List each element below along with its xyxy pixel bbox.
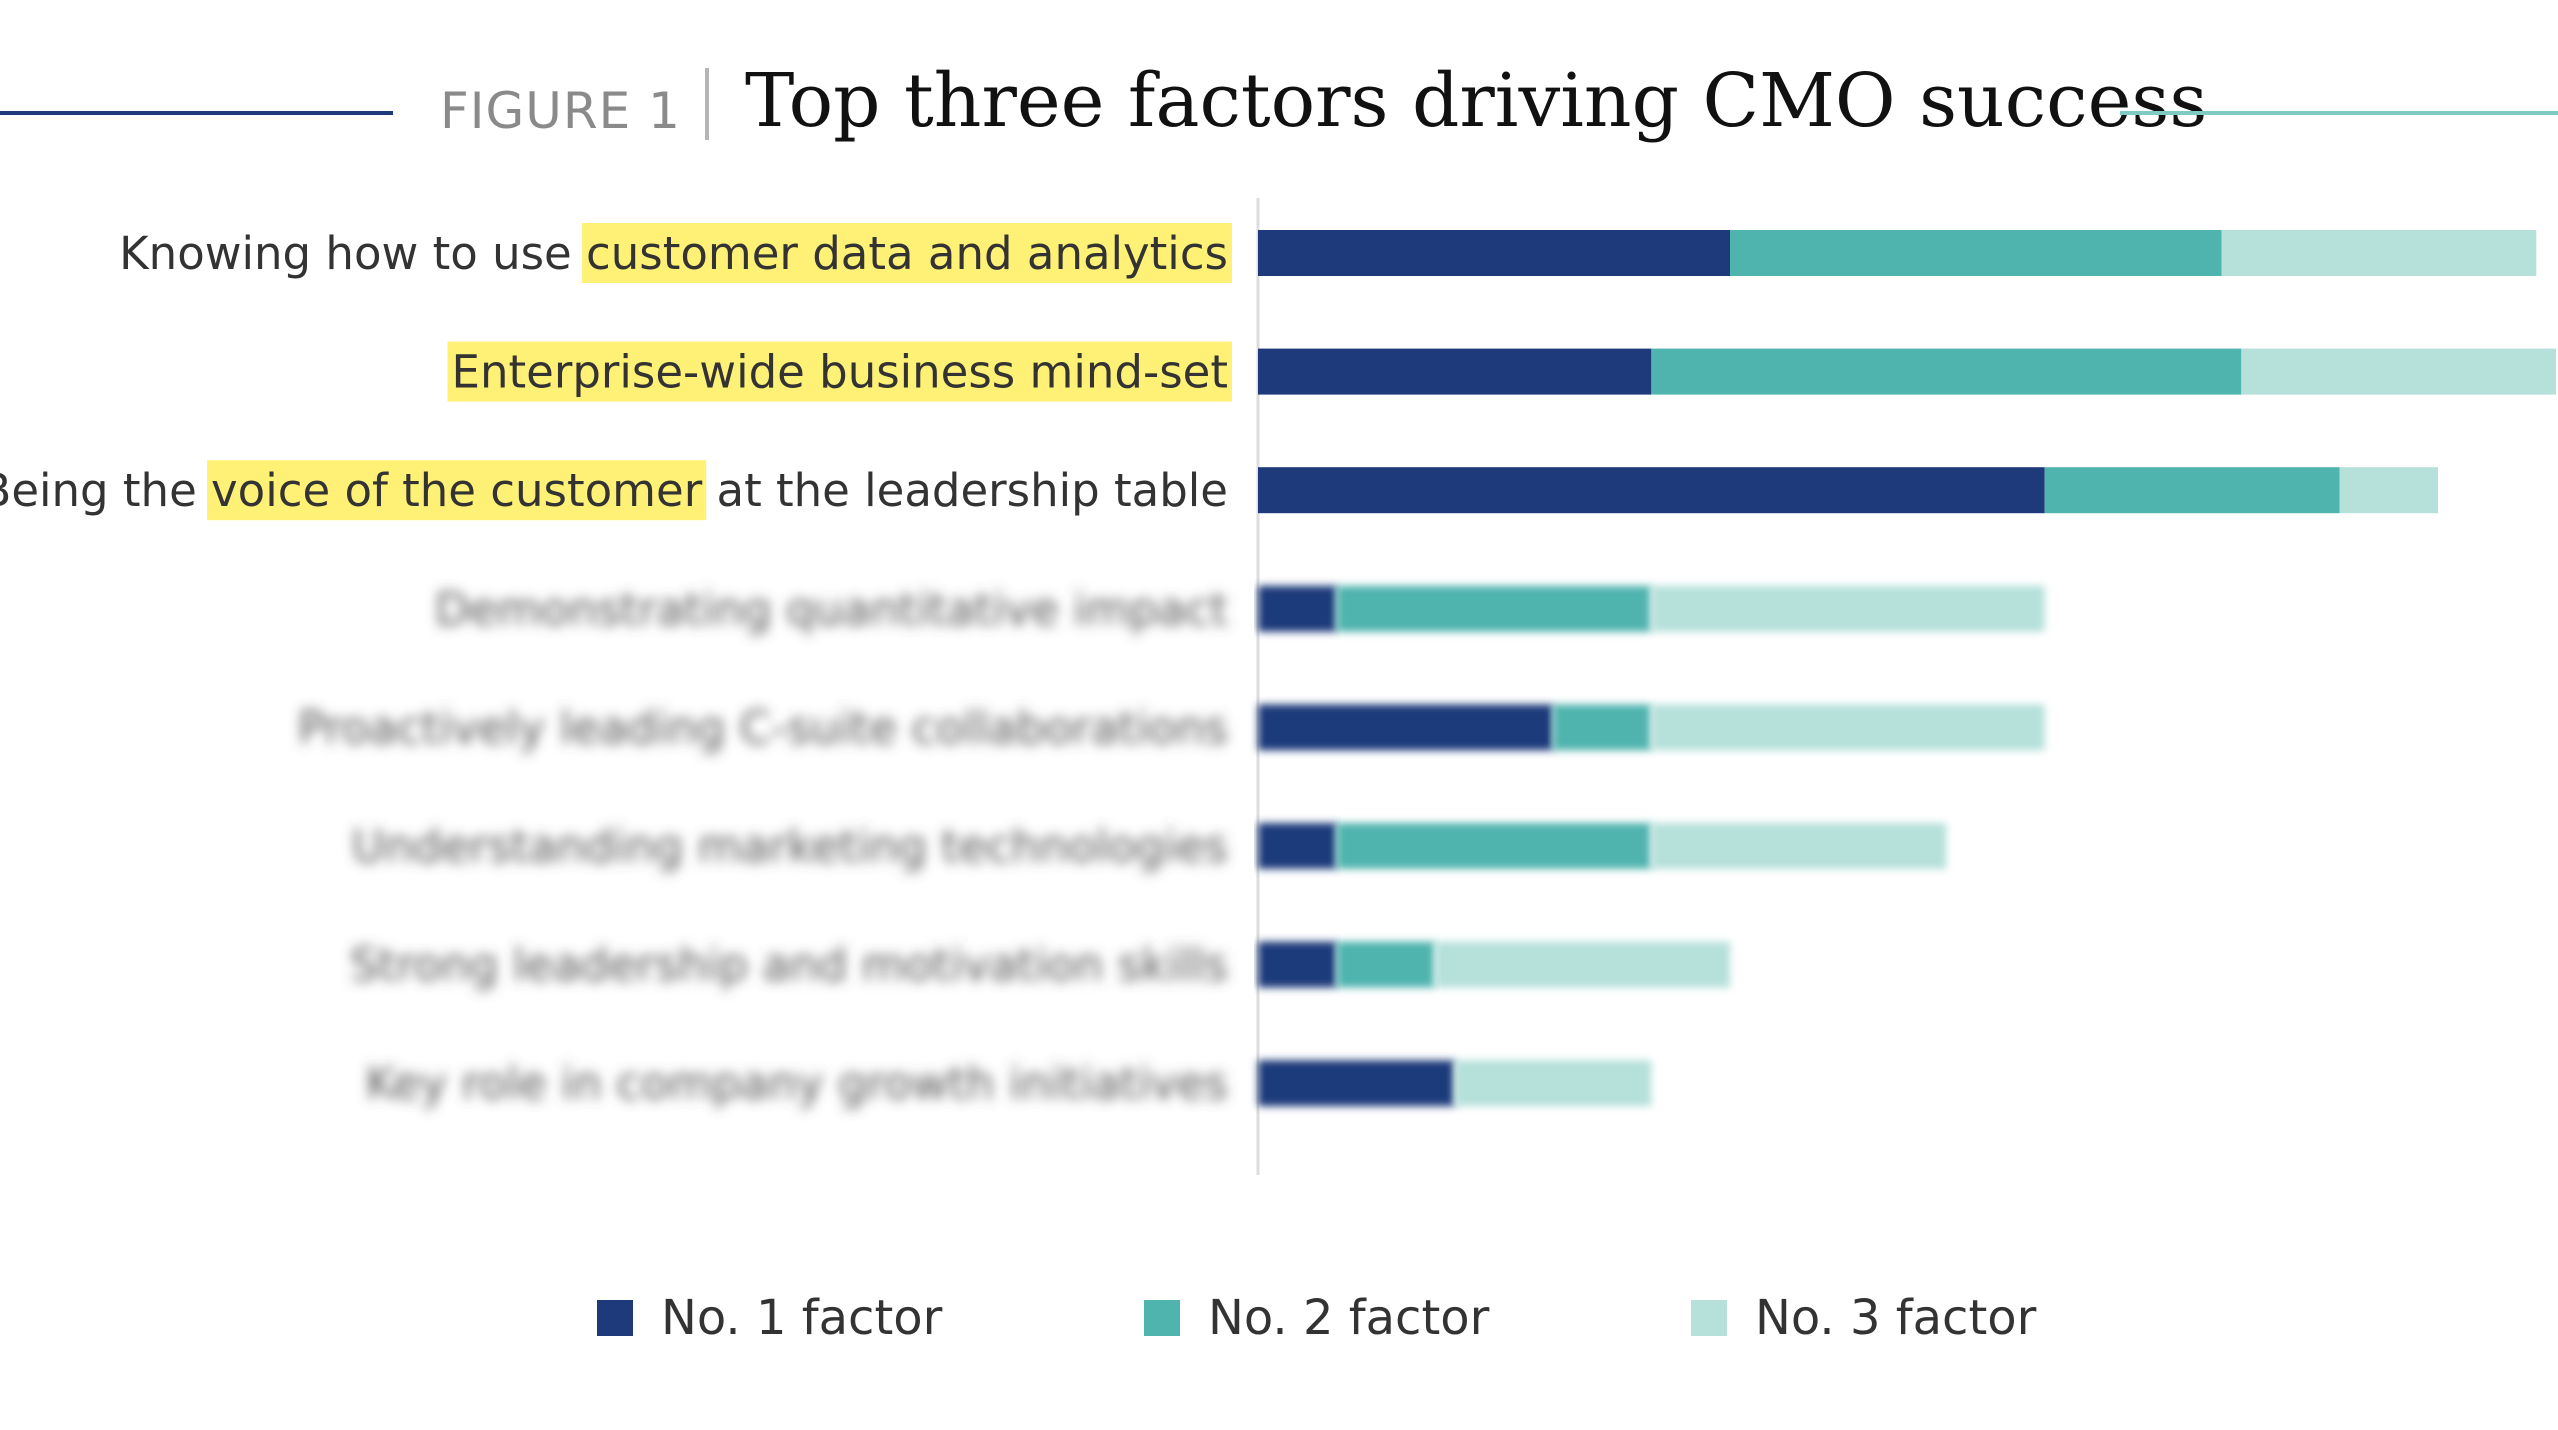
bar-segment-no2 — [1336, 823, 1652, 869]
legend-label-no2: No. 2 factor — [1208, 1290, 1490, 1346]
legend-label-no1: No. 1 factor — [661, 1290, 943, 1346]
bar-segment-no1 — [1258, 230, 1730, 276]
category-label: Being the voice of the customer at the l… — [0, 464, 1228, 517]
bar-segment-no3 — [2339, 467, 2438, 514]
legend-swatch-no3 — [1691, 1300, 1727, 1336]
bar-segment-no3 — [2241, 348, 2556, 395]
bar-segment-no2 — [1336, 585, 1652, 632]
label-highlight — [582, 223, 1233, 283]
figure-title: Top three factors driving CMO success — [745, 58, 2208, 144]
bar-segment-no2 — [1651, 348, 2242, 395]
bar-segment-no1 — [1258, 348, 1652, 395]
bar-segment-no3 — [2221, 230, 2537, 276]
bar-segment-no1 — [1258, 941, 1337, 988]
header-rule-left — [0, 111, 393, 115]
legend-swatch-no2 — [1144, 1300, 1180, 1336]
bar-segment-no1 — [1258, 585, 1337, 632]
bar-segment-no2 — [1553, 704, 1652, 751]
category-label: Enterprise-wide business mind-set — [452, 346, 1228, 399]
category-label: Strong leadership and motivation skills — [350, 939, 1228, 992]
bar-segment-no1 — [1258, 704, 1553, 751]
legend-swatch-no1 — [597, 1300, 633, 1336]
bar-segment-no2 — [1336, 941, 1435, 988]
bar-segment-no3 — [1651, 704, 2045, 751]
category-label: Key role in company growth initiatives — [366, 1057, 1229, 1110]
legend-label-no3: No. 3 factor — [1755, 1290, 2037, 1346]
legend-item-no3: No. 3 factor — [1691, 1290, 2036, 1346]
bar-segment-no3 — [1651, 585, 2045, 632]
header-rule-right — [2120, 111, 2558, 115]
bars — [1258, 230, 2556, 1107]
bar-segment-no1 — [1258, 823, 1337, 869]
legend-item-no2: No. 2 factor — [1144, 1290, 1489, 1346]
bar-segment-no2 — [2044, 467, 2340, 514]
figure-header: FIGURE 1 Top three factors driving CMO s… — [0, 20, 2558, 150]
stacked-bar-chart: Knowing how to use customer data and ana… — [0, 198, 2556, 1175]
bar-segment-no1 — [1258, 467, 2045, 514]
category-label: Understanding marketing technologies — [352, 820, 1228, 873]
figure-label: FIGURE 1 — [440, 82, 681, 140]
bar-segment-no3 — [1454, 1060, 1652, 1107]
label-highlight — [447, 341, 1232, 402]
bar-segment-no3 — [1435, 941, 1730, 988]
legend-item-no1: No. 1 factor — [597, 1290, 942, 1346]
category-label: Proactively leading C-suite collaboratio… — [298, 701, 1228, 754]
bar-segment-no1 — [1258, 1060, 1455, 1107]
legend: No. 1 factor No. 2 factor No. 3 factor — [0, 1290, 2558, 1360]
highlight-layer — [207, 223, 1233, 521]
category-label: Knowing how to use customer data and ana… — [119, 227, 1228, 280]
label-highlight — [207, 460, 707, 521]
figure-label-separator — [705, 68, 709, 140]
category-label: Demonstrating quantitative impact — [435, 583, 1228, 636]
bar-segment-no3 — [1651, 823, 1947, 869]
bar-segment-no2 — [1730, 230, 2222, 276]
category-labels: Knowing how to use customer data and ana… — [0, 227, 1228, 1110]
